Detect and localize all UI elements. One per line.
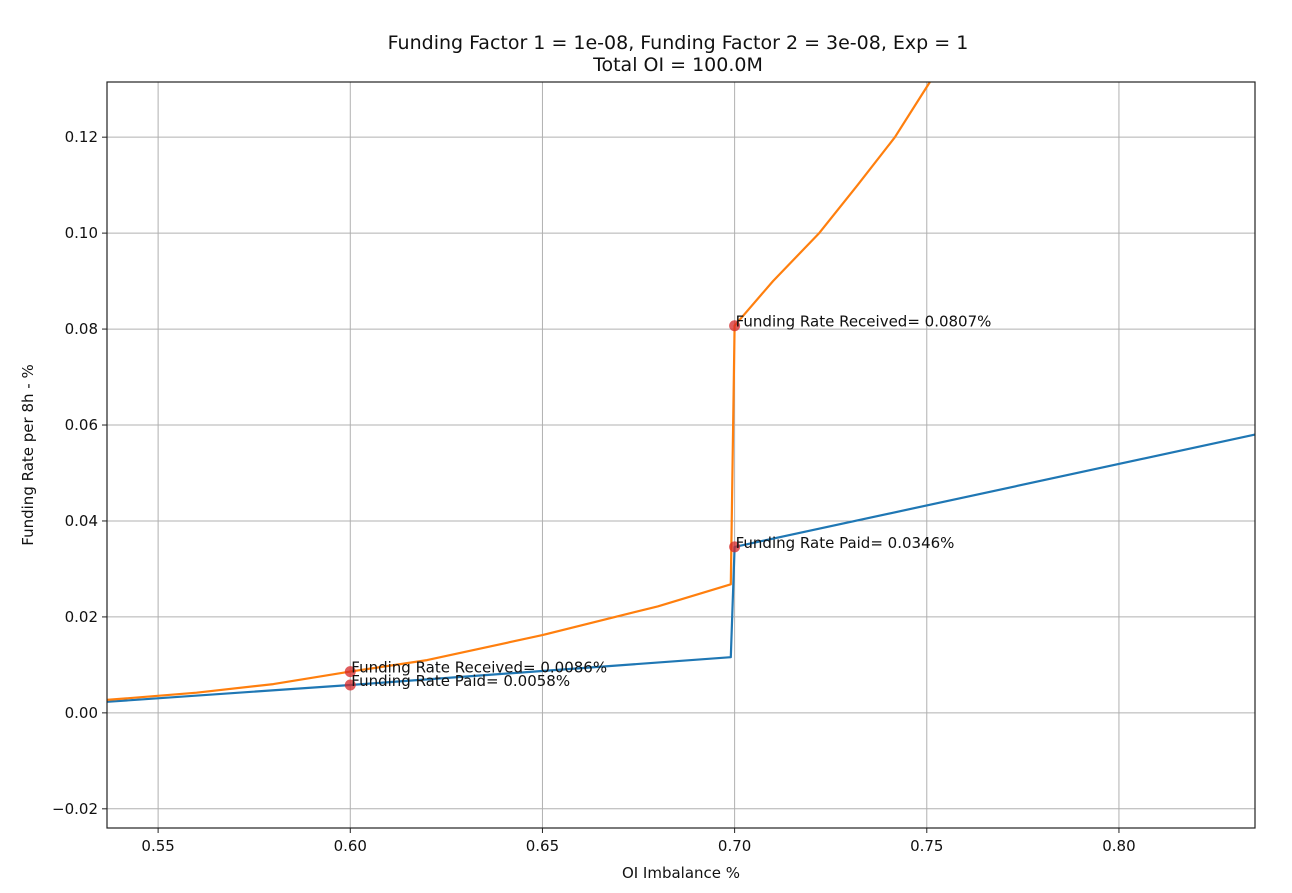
x-tick-label: 0.60 — [334, 837, 367, 855]
series-line-0 — [106, 433, 1256, 703]
annotations: Funding Rate Received= 0.0086%Funding Ra… — [351, 313, 991, 690]
series-line-1 — [106, 81, 931, 701]
annotation-points — [344, 320, 741, 691]
x-tick-label: 0.75 — [910, 837, 943, 855]
ticks: 0.55 0.60 0.65 0.70 0.75 0.80 −0.02 0.00 0.02 0.0… — [52, 128, 1136, 855]
x-tick-label: 0.80 — [1102, 837, 1135, 855]
annotation-label: Funding Rate Paid= 0.0058% — [351, 672, 570, 690]
x-tick-label: 0.65 — [526, 837, 559, 855]
y-axis-label: Funding Rate per 8h - % — [19, 364, 37, 545]
annotation-point — [344, 666, 356, 678]
annotation-label: Funding Rate Received= 0.0807% — [736, 313, 992, 331]
y-tick-label: 0.12 — [65, 128, 98, 146]
chart-title-line-2: Total OI = 100.0M — [592, 54, 763, 76]
plot-frame — [106, 81, 1256, 829]
x-tick-label: 0.55 — [141, 837, 174, 855]
x-tick-label: 0.70 — [718, 837, 751, 855]
grid — [107, 82, 1255, 828]
y-tick-label: 0.00 — [65, 704, 98, 722]
annotation-label: Funding Rate Received= 0.0086% — [351, 659, 607, 677]
x-axis-label: OI Imbalance % — [622, 864, 740, 882]
annotation-point — [729, 541, 741, 553]
annotation-point — [729, 320, 741, 332]
y-tick-label: 0.02 — [65, 608, 98, 626]
annotation-label: Funding Rate Paid= 0.0346% — [736, 534, 955, 552]
y-tick-label: −0.02 — [52, 800, 98, 818]
y-tick-label: 0.04 — [65, 512, 98, 530]
series-group — [106, 81, 1256, 703]
annotation-point — [344, 679, 356, 691]
chart-title-line-1: Funding Factor 1 = 1e-08, Funding Factor… — [388, 32, 969, 54]
y-tick-label: 0.10 — [65, 224, 98, 242]
y-tick-label: 0.06 — [65, 416, 98, 434]
y-tick-label: 0.08 — [65, 320, 98, 338]
